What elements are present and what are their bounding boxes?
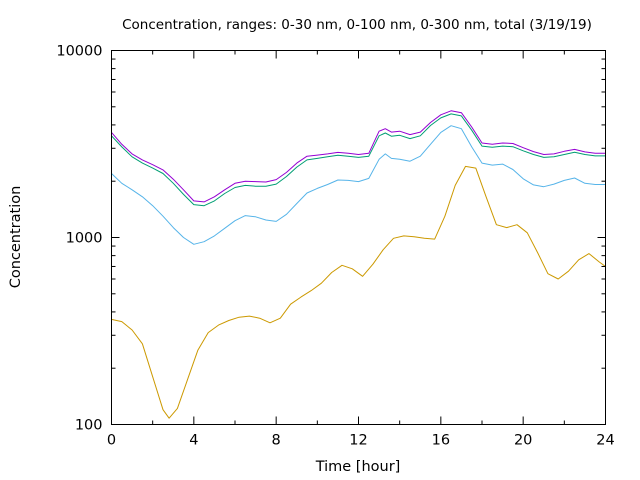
x-tick-label: 16 — [432, 433, 450, 449]
y-tick-label: 100 — [75, 418, 103, 434]
x-tick-label: 0 — [107, 433, 116, 449]
y-tick-label: 1000 — [66, 231, 103, 247]
y-tick-label: 10000 — [56, 44, 102, 60]
series-line-2 — [111, 125, 606, 245]
x-tick-label: 8 — [272, 433, 281, 449]
y-axis-label: Concentration — [8, 186, 24, 289]
plot-frame — [111, 50, 606, 425]
x-tick-label: 4 — [189, 433, 198, 449]
x-tick-label: 12 — [349, 433, 367, 449]
x-axis-label: Time [hour] — [315, 459, 401, 475]
series-line-4 — [111, 110, 606, 203]
series-line-3 — [111, 113, 606, 207]
series-layer — [111, 110, 606, 419]
x-tick-label: 24 — [596, 433, 614, 449]
series-line-1 — [111, 165, 606, 419]
chart-title: Concentration, ranges: 0-30 nm, 0-100 nm… — [122, 17, 592, 33]
tick-layer: 0 4 8 12 16 20 24 100 1000 10000 — [56, 44, 614, 449]
x-tick-label: 20 — [514, 433, 532, 449]
